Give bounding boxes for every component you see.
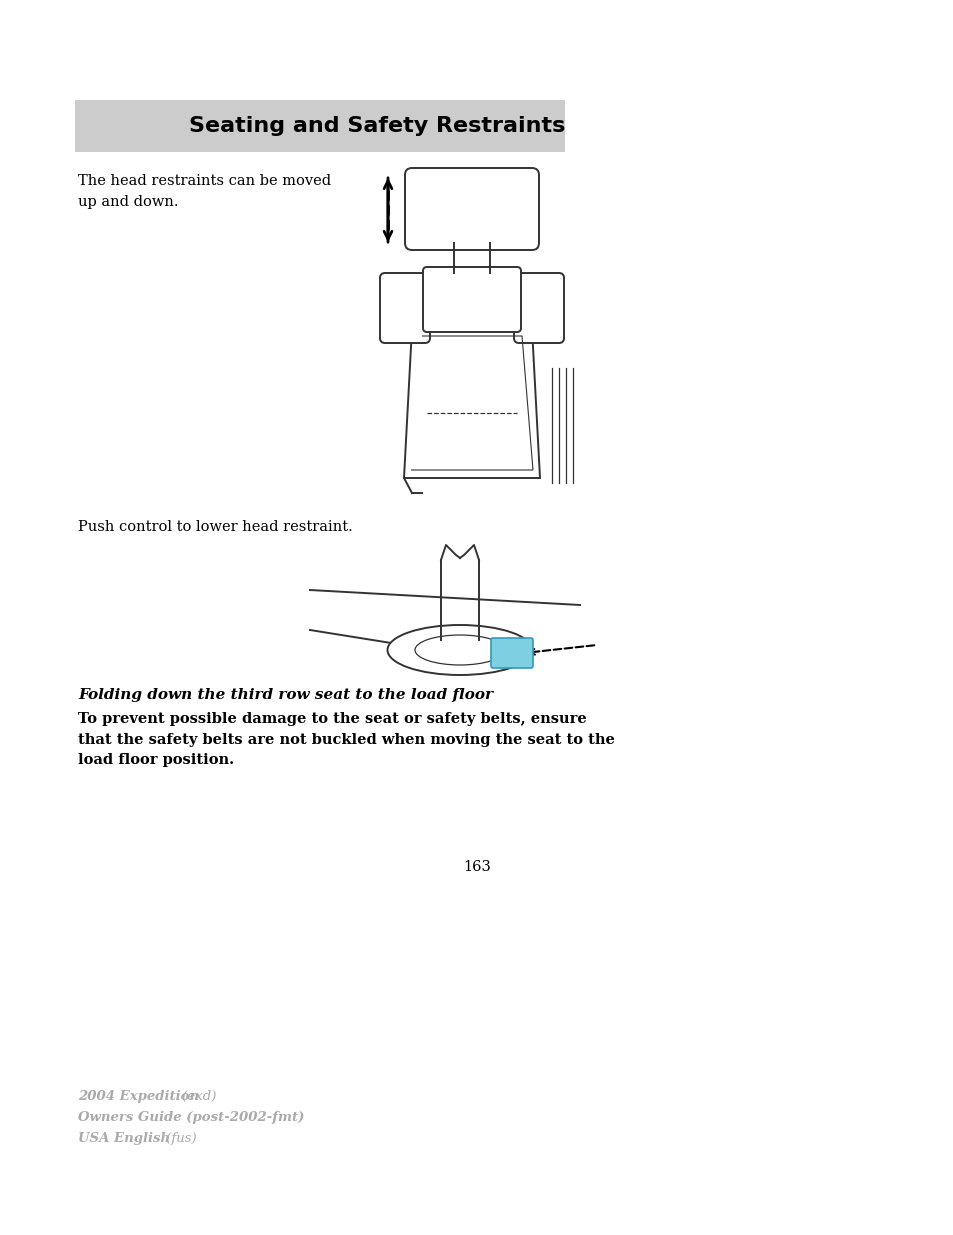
Text: To prevent possible damage to the seat or safety belts, ensure
that the safety b: To prevent possible damage to the seat o…: [78, 713, 615, 767]
Ellipse shape: [387, 625, 532, 676]
Bar: [75, 100, 564, 152]
FancyBboxPatch shape: [491, 638, 533, 668]
Polygon shape: [403, 329, 539, 478]
FancyBboxPatch shape: [405, 168, 538, 249]
Text: The head restraints can be moved
up and down.: The head restraints can be moved up and …: [78, 174, 331, 209]
Ellipse shape: [415, 635, 504, 664]
Text: Seating and Safety Restraints: Seating and Safety Restraints: [189, 116, 564, 136]
Text: (exd): (exd): [178, 1091, 216, 1103]
Text: USA English: USA English: [78, 1132, 170, 1145]
FancyBboxPatch shape: [379, 273, 430, 343]
Text: 2004 Expedition: 2004 Expedition: [78, 1091, 199, 1103]
Text: Owners Guide (post-2002-fmt): Owners Guide (post-2002-fmt): [78, 1112, 304, 1124]
Text: Folding down the third row seat to the load floor: Folding down the third row seat to the l…: [78, 688, 493, 701]
FancyBboxPatch shape: [514, 273, 563, 343]
FancyBboxPatch shape: [422, 267, 520, 332]
Text: Push control to lower head restraint.: Push control to lower head restraint.: [78, 520, 353, 534]
Text: (fus): (fus): [162, 1132, 196, 1145]
Text: 163: 163: [462, 860, 491, 874]
